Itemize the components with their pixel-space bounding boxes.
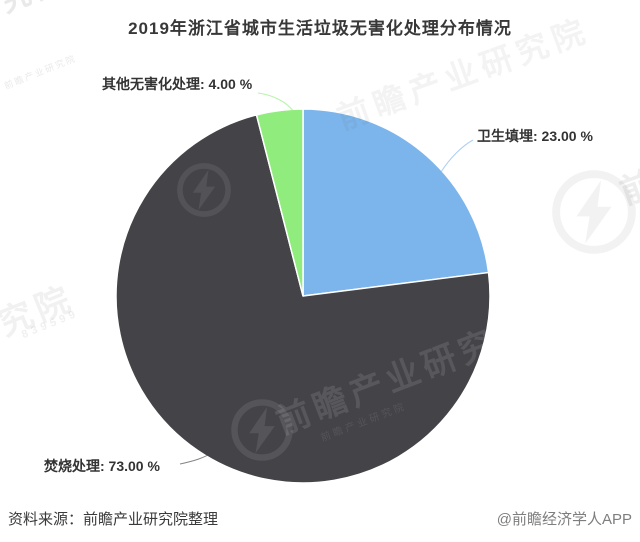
chart-title: 2019年浙江省城市生活垃圾无害化处理分布情况 bbox=[128, 19, 512, 38]
pie-slice-0[interactable] bbox=[302, 108, 490, 297]
data-source-note: 资料来源：前瞻产业研究院整理 bbox=[8, 511, 219, 528]
label-other: 其他无害化处理: 4.00 % bbox=[102, 76, 253, 92]
credit-note: @前瞻经济学人APP bbox=[496, 511, 632, 528]
watermark-fragment: 前 bbox=[615, 164, 640, 213]
connector-landfill-icon bbox=[440, 139, 474, 173]
watermark-text: 前瞻产业研究院 bbox=[2, 53, 78, 92]
pie-slice-1[interactable] bbox=[115, 114, 491, 484]
watermark-digits: 839599 bbox=[20, 307, 81, 342]
label-landfill: 卫生填埋: 23.00 % bbox=[477, 128, 593, 144]
watermark-logo-icon bbox=[550, 168, 638, 256]
pie-chart bbox=[115, 108, 491, 484]
watermark-fragment: 究院 bbox=[0, 279, 80, 344]
label-incineration: 焚烧处理: 73.00 % bbox=[44, 458, 160, 474]
